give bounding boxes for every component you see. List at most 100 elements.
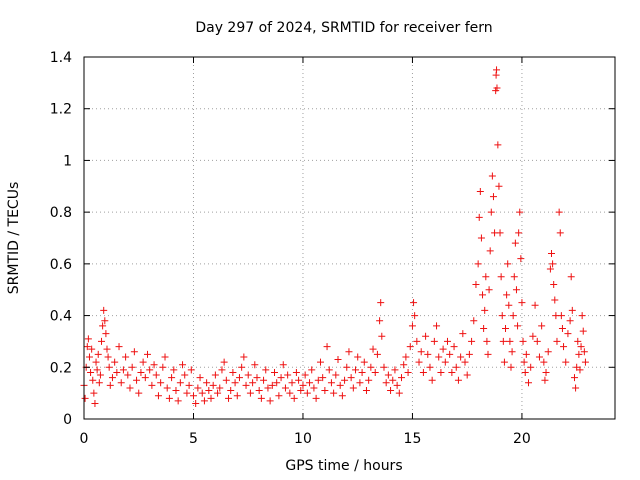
data-point	[334, 356, 342, 364]
data-point	[489, 193, 497, 201]
data-point	[327, 379, 335, 387]
data-point	[408, 322, 416, 330]
data-point	[87, 368, 95, 376]
data-point	[362, 387, 370, 395]
data-point	[93, 366, 101, 374]
data-point	[360, 358, 368, 366]
data-point	[336, 381, 344, 389]
data-point	[257, 394, 265, 402]
data-point	[154, 392, 162, 400]
data-point	[330, 389, 338, 397]
data-point	[157, 379, 165, 387]
data-point	[514, 322, 522, 330]
data-point	[170, 366, 178, 374]
data-point	[126, 384, 134, 392]
data-point	[465, 350, 473, 358]
data-point	[205, 387, 213, 395]
data-point	[477, 234, 485, 242]
data-point	[277, 374, 285, 382]
y-tick-label: 0	[63, 412, 72, 428]
data-point	[146, 366, 154, 374]
data-point	[522, 350, 530, 358]
data-point	[314, 376, 322, 384]
data-point	[94, 350, 102, 358]
data-point	[288, 379, 296, 387]
data-point	[426, 363, 434, 371]
data-point	[148, 381, 156, 389]
data-point	[459, 330, 467, 338]
data-point	[264, 384, 272, 392]
data-point	[200, 397, 208, 405]
data-point	[271, 368, 279, 376]
data-point	[84, 335, 92, 343]
axis-ticks	[83, 56, 615, 420]
data-point	[90, 389, 98, 397]
data-point	[533, 337, 541, 345]
data-point	[406, 343, 414, 351]
data-point	[192, 399, 200, 407]
data-point	[441, 358, 449, 366]
data-point	[556, 229, 564, 237]
y-tick-label: 1.2	[50, 102, 72, 118]
data-point	[439, 345, 447, 353]
data-point	[268, 381, 276, 389]
data-point	[240, 353, 248, 361]
data-point	[316, 358, 324, 366]
data-point	[81, 394, 89, 402]
data-point	[338, 392, 346, 400]
data-point	[527, 363, 535, 371]
data-point	[446, 350, 454, 358]
data-point	[476, 187, 484, 195]
data-point	[209, 381, 217, 389]
data-point	[413, 337, 421, 345]
data-point	[323, 343, 331, 351]
data-point	[101, 317, 109, 325]
data-point	[343, 363, 351, 371]
y-tick-label: 0.8	[50, 205, 72, 221]
data-point	[509, 312, 517, 320]
data-point	[358, 368, 366, 376]
data-point	[290, 394, 298, 402]
data-point	[579, 327, 587, 335]
data-point	[572, 384, 580, 392]
chart-title: Day 297 of 2024, SRMTID for receiver fer…	[195, 20, 492, 36]
data-point	[306, 379, 314, 387]
data-point	[207, 394, 215, 402]
data-point	[382, 379, 390, 387]
data-point	[108, 374, 116, 382]
data-point	[437, 368, 445, 376]
data-point	[96, 371, 104, 379]
data-point	[102, 330, 110, 338]
data-point	[520, 358, 528, 366]
data-point	[519, 337, 527, 345]
data-point	[238, 363, 246, 371]
data-point	[540, 358, 548, 366]
data-point	[376, 317, 384, 325]
data-point	[321, 387, 329, 395]
data-point	[518, 299, 526, 307]
data-point	[161, 353, 169, 361]
data-point	[301, 371, 309, 379]
data-point	[211, 371, 219, 379]
data-point	[481, 306, 489, 314]
data-point	[225, 394, 233, 402]
data-point	[499, 337, 507, 345]
data-point	[488, 172, 496, 180]
data-point	[218, 366, 226, 374]
data-point	[580, 348, 588, 356]
data-point	[349, 384, 357, 392]
data-point	[577, 343, 585, 351]
data-point	[393, 381, 401, 389]
y-tick-label: 1	[63, 153, 72, 169]
data-point	[159, 363, 167, 371]
data-point	[139, 358, 147, 366]
data-point	[354, 353, 362, 361]
data-point	[535, 353, 543, 361]
data-point	[410, 299, 418, 307]
data-point	[422, 332, 430, 340]
data-point	[484, 350, 492, 358]
data-point	[479, 291, 487, 299]
x-tick-label: 10	[294, 431, 312, 447]
data-point	[303, 389, 311, 397]
data-point	[517, 255, 525, 263]
